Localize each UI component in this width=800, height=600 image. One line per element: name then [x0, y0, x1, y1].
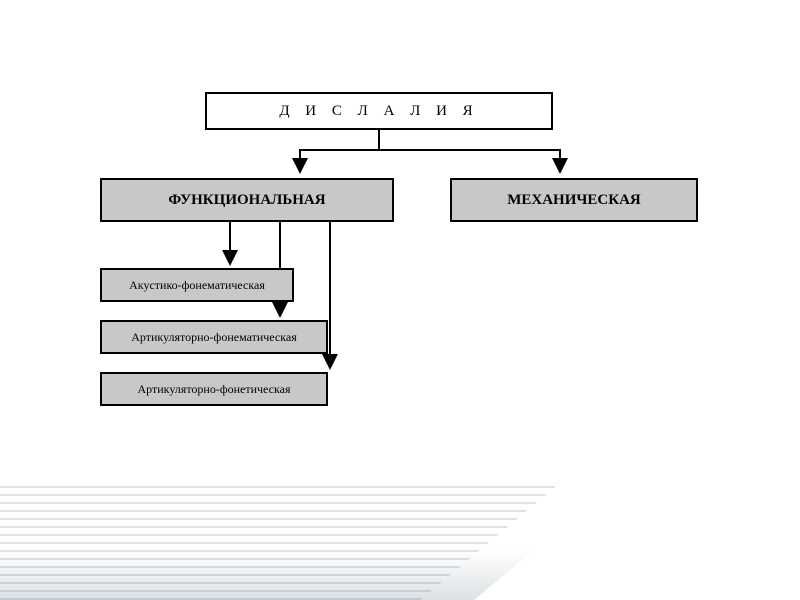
func-label: ФУНКЦИОНАЛЬНАЯ: [168, 192, 325, 209]
slide-decoration-gradient: [0, 550, 534, 600]
root-label: Д И С Л А Л И Я: [279, 103, 478, 120]
leaf-node-1: Акустико-фонематическая: [100, 268, 294, 302]
leaf1-label: Акустико-фонематическая: [129, 278, 265, 293]
leaf3-label: Артикуляторно-фонетическая: [138, 382, 291, 397]
leaf-node-2: Артикуляторно-фонематическая: [100, 320, 328, 354]
edge-arrow: [300, 130, 379, 170]
mechanical-node: МЕХАНИЧЕСКАЯ: [450, 178, 698, 222]
leaf-node-3: Артикуляторно-фонетическая: [100, 372, 328, 406]
leaf2-label: Артикуляторно-фонематическая: [131, 330, 297, 345]
root-node: Д И С Л А Л И Я: [205, 92, 553, 130]
functional-node: ФУНКЦИОНАЛЬНАЯ: [100, 178, 394, 222]
mech-label: МЕХАНИЧЕСКАЯ: [507, 192, 641, 209]
edge-arrow: [379, 130, 560, 170]
